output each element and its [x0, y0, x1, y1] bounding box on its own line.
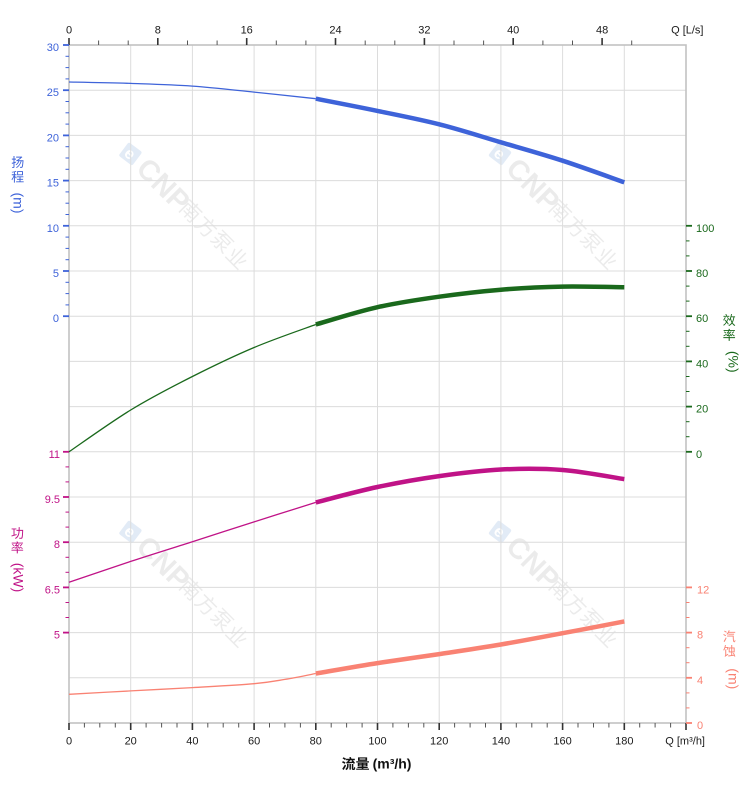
svg-text:20: 20 — [47, 132, 59, 144]
svg-text:Q [L/s]: Q [L/s] — [671, 25, 703, 37]
svg-text:16: 16 — [241, 25, 253, 37]
svg-text:0: 0 — [53, 313, 59, 325]
svg-text:(kW): (kW) — [10, 563, 26, 593]
svg-text:40: 40 — [507, 25, 519, 37]
svg-text:6.5: 6.5 — [45, 584, 60, 596]
svg-text:15: 15 — [47, 178, 59, 190]
svg-text:120: 120 — [430, 736, 448, 748]
svg-text:(%): (%) — [726, 351, 742, 373]
svg-text:8: 8 — [155, 25, 161, 37]
svg-text:140: 140 — [492, 736, 510, 748]
svg-text:20: 20 — [696, 404, 708, 416]
svg-text:10: 10 — [47, 223, 59, 235]
svg-text:40: 40 — [696, 358, 708, 370]
svg-text:60: 60 — [696, 313, 708, 325]
svg-text:80: 80 — [696, 268, 708, 280]
svg-text:(m³/h): (m³/h) — [373, 756, 412, 772]
svg-text:12: 12 — [697, 584, 709, 596]
svg-text:100: 100 — [368, 736, 386, 748]
svg-text:0: 0 — [66, 736, 72, 748]
svg-text:40: 40 — [186, 736, 198, 748]
svg-text:30: 30 — [47, 42, 59, 54]
svg-text:11: 11 — [49, 449, 60, 461]
svg-text:0: 0 — [66, 25, 72, 37]
svg-text:80: 80 — [310, 736, 322, 748]
svg-text:(m): (m) — [11, 193, 27, 214]
svg-text:25: 25 — [47, 87, 59, 99]
svg-text:4: 4 — [697, 675, 703, 687]
svg-text:Q [m³/h]: Q [m³/h] — [665, 736, 705, 748]
svg-text:0: 0 — [696, 449, 702, 461]
svg-text:8: 8 — [54, 539, 60, 551]
svg-text:8: 8 — [697, 630, 703, 642]
svg-text:32: 32 — [418, 25, 430, 37]
svg-text:48: 48 — [596, 25, 608, 37]
svg-text:9.5: 9.5 — [45, 494, 60, 506]
svg-text:0: 0 — [697, 720, 703, 732]
svg-text:5: 5 — [54, 630, 60, 642]
svg-text:60: 60 — [248, 736, 260, 748]
svg-text:180: 180 — [615, 736, 633, 748]
svg-text:160: 160 — [553, 736, 571, 748]
svg-text:5: 5 — [53, 268, 59, 280]
svg-text:100: 100 — [696, 223, 714, 235]
svg-text:(m): (m) — [726, 668, 742, 689]
svg-text:24: 24 — [329, 25, 341, 37]
svg-text:20: 20 — [125, 736, 137, 748]
